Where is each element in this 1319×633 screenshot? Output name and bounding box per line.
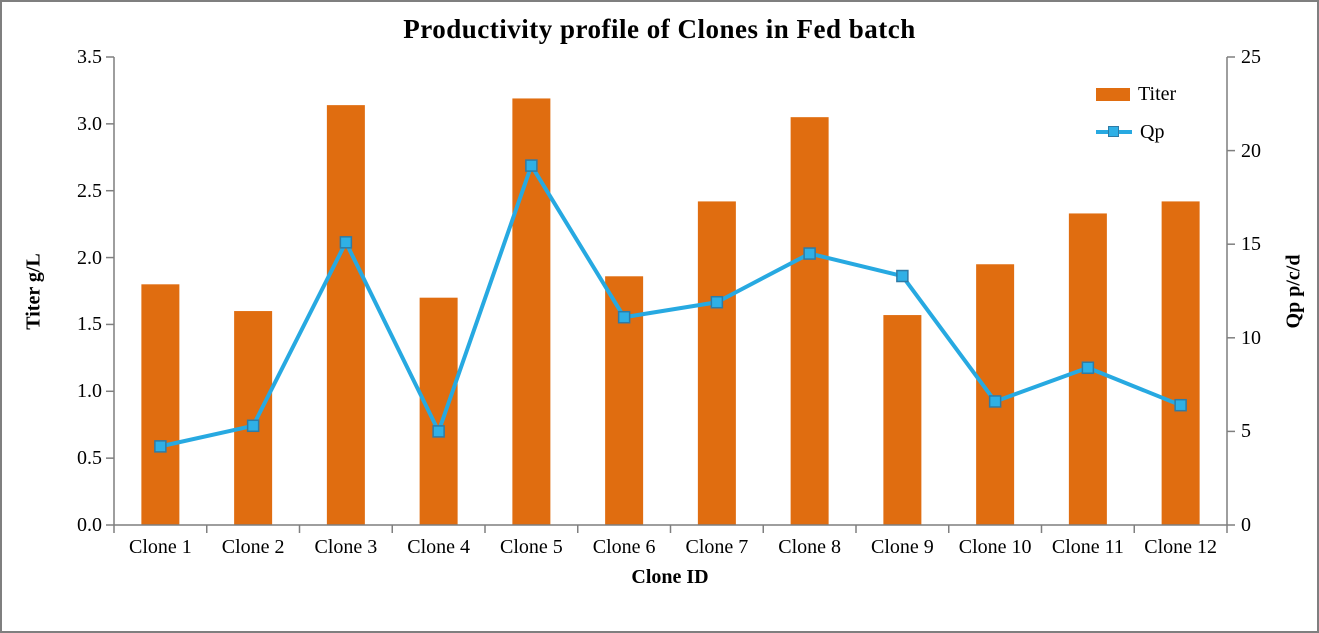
bar-clone-7: [697, 201, 736, 525]
y-right-tick-label: 20: [1241, 139, 1261, 162]
x-tick-label: Clone 5: [499, 536, 563, 558]
y-left-tick-label: 3.5: [77, 46, 102, 68]
y-right-tick-label: 15: [1241, 233, 1261, 256]
legend-label-qp: Qp: [1140, 120, 1165, 143]
legend-label-titer: Titer: [1138, 82, 1177, 105]
qp-marker-clone-2: [246, 419, 260, 433]
x-tick-label: Clone 6: [592, 536, 656, 558]
qp-marker-clone-1: [154, 440, 167, 453]
right-axis-title: Qp p/c/d: [1282, 254, 1305, 329]
x-tick-label: Clone 2: [221, 536, 285, 558]
qp-marker-clone-7: [710, 295, 724, 309]
bar-clone-12: [1161, 201, 1200, 525]
y-left-tick-label: 0.5: [77, 447, 102, 470]
y-right-tick-label: 5: [1241, 420, 1251, 443]
y-left-tick-label: 0.0: [77, 514, 102, 536]
bar-clone-4: [419, 297, 458, 525]
x-tick-label: Clone 12: [1144, 536, 1218, 558]
x-tick-label: Clone 11: [1051, 536, 1124, 558]
y-left-tick-label: 1.5: [77, 313, 102, 336]
bar-clone-1: [141, 284, 180, 525]
qp-marker-clone-3: [339, 236, 353, 249]
y-left-tick-label: 2.0: [77, 246, 102, 269]
qp-line-marker-icon: [1096, 125, 1132, 139]
bar-clone-3: [326, 105, 365, 525]
x-tick-label: Clone 9: [870, 536, 934, 558]
y-right-tick-label: 0: [1241, 514, 1251, 536]
bar-clone-10: [976, 264, 1015, 525]
qp-marker-clone-5: [525, 159, 538, 172]
x-tick-label: Clone 4: [407, 536, 471, 558]
bar-clone-9: [883, 315, 922, 525]
legend-item-titer: Titer: [1096, 82, 1176, 106]
x-tick-label: Clone 10: [958, 536, 1032, 558]
qp-marker-clone-6: [617, 310, 631, 324]
qp-marker-clone-10: [988, 395, 1002, 408]
y-left-tick-label: 2.5: [77, 179, 102, 202]
legend: Titer Qp: [1096, 82, 1176, 144]
qp-marker-clone-12: [1174, 398, 1187, 412]
x-tick-label: Clone 1: [128, 536, 192, 558]
x-tick-label: Clone 3: [314, 536, 378, 558]
titer-swatch-icon: [1096, 87, 1130, 101]
y-right-tick-label: 10: [1241, 326, 1261, 349]
x-tick-label: Clone 8: [778, 536, 842, 558]
y-left-tick-label: 1.0: [77, 380, 102, 403]
y-right-tick-label: 25: [1241, 46, 1261, 68]
chart-title: Productivity profile of Clones in Fed ba…: [403, 14, 916, 44]
legend-item-qp: Qp: [1096, 120, 1176, 144]
x-tick-label: Clone 7: [685, 536, 749, 558]
qp-marker-clone-9: [896, 269, 909, 283]
y-left-tick-label: 3.0: [77, 112, 102, 135]
qp-marker-clone-11: [1081, 361, 1095, 375]
left-axis-title: Titer g/L: [22, 253, 45, 330]
bar-clone-2: [234, 311, 273, 525]
qp-marker-clone-8: [803, 247, 816, 260]
qp-legend-marker: [1108, 126, 1119, 137]
qp-marker-clone-4: [432, 425, 445, 438]
x-axis-title: Clone ID: [631, 566, 709, 588]
bar-clone-8: [790, 117, 829, 526]
